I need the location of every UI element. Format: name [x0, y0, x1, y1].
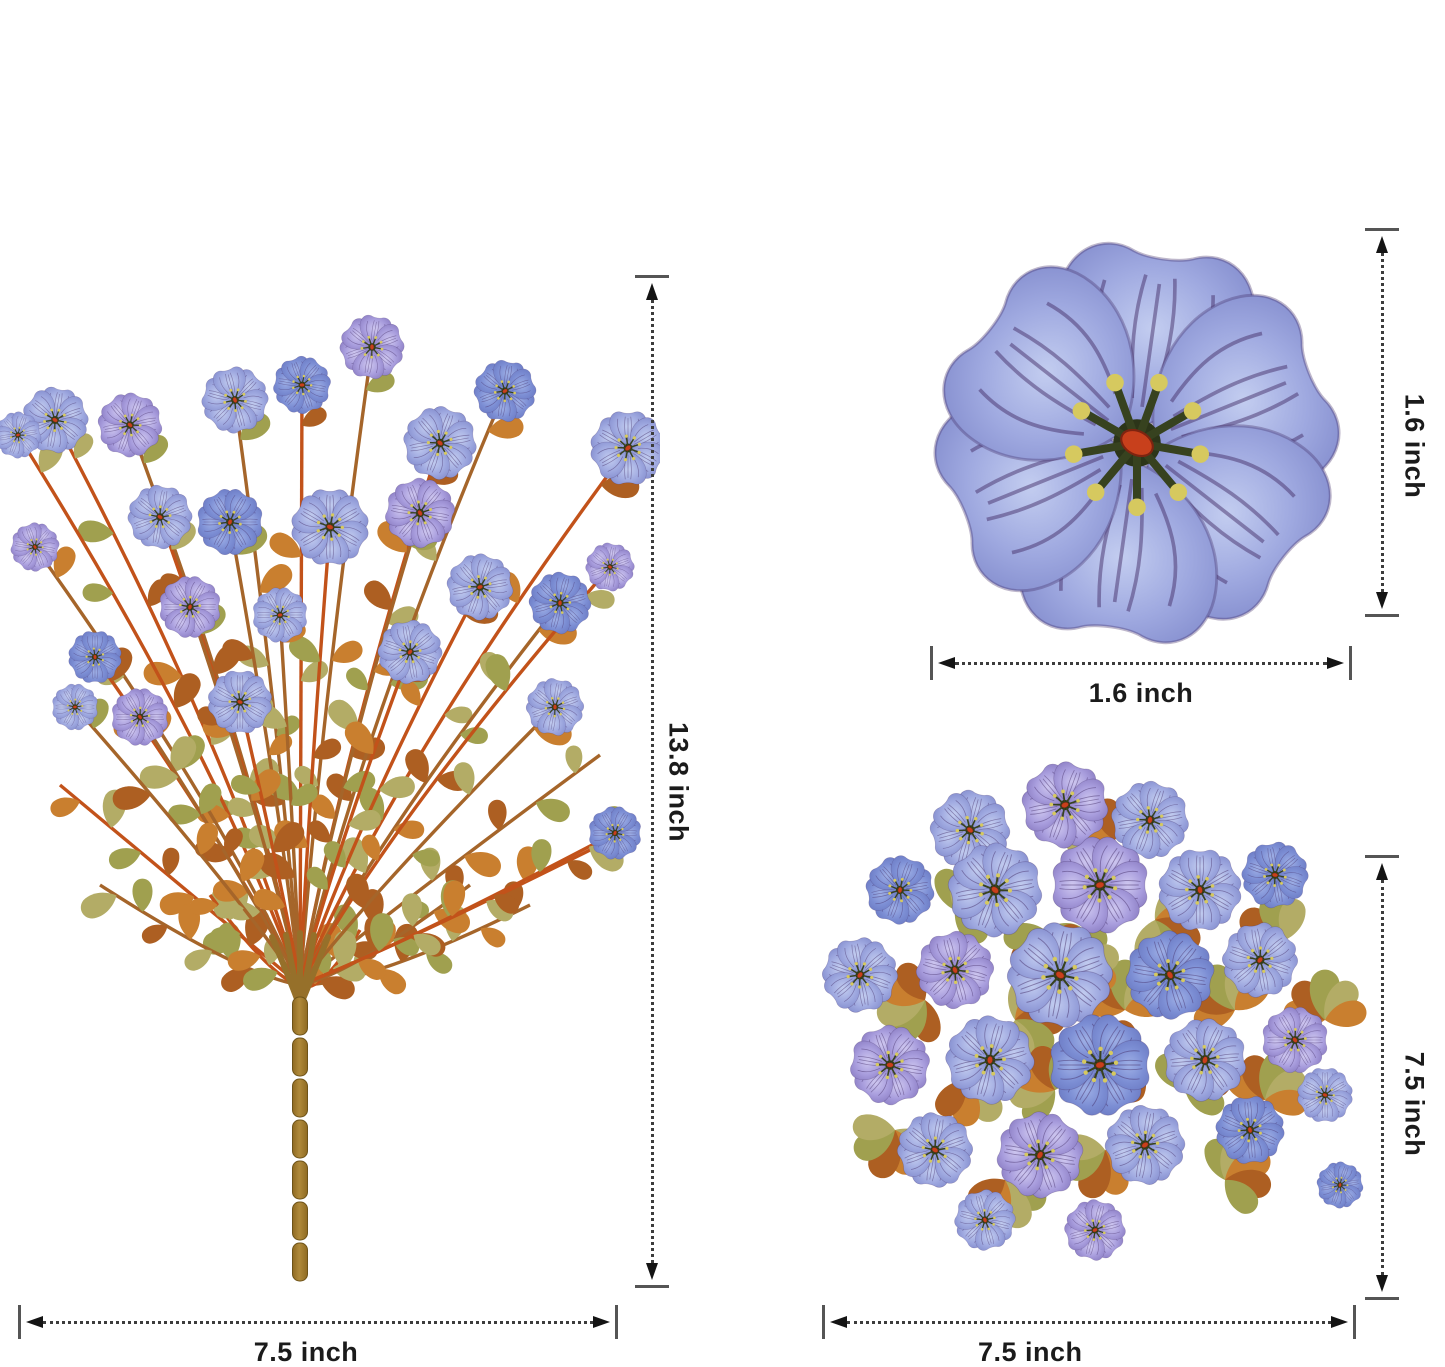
dim-label: 7.5 inch: [253, 1337, 359, 1367]
arrow-left-icon: [830, 1316, 847, 1328]
arrow-right-icon: [1331, 1316, 1348, 1328]
dim-cap: [1365, 855, 1399, 858]
dim-label: 1.6 inch: [1088, 678, 1194, 708]
dim-cap: [1365, 614, 1399, 617]
arrow-down-icon: [1376, 1275, 1388, 1292]
arrow-up-icon: [1376, 236, 1388, 253]
dim-cap: [1353, 1305, 1356, 1339]
dim-cap: [930, 646, 933, 680]
dim-cap: [822, 1305, 825, 1339]
arrow-up-icon: [1376, 863, 1388, 880]
arrow-left-icon: [938, 657, 955, 669]
bouquet-top-view-image: [805, 760, 1370, 1305]
dim-dotted-line: [1380, 880, 1384, 1275]
dim-cap: [1365, 1297, 1399, 1300]
arrow-right-icon: [1327, 657, 1344, 669]
arrow-right-icon: [593, 1316, 610, 1328]
dim-cap: [1365, 228, 1399, 231]
dim-label: 7.5 inch: [1399, 1051, 1430, 1157]
dim-dotted-line: [847, 1320, 1331, 1324]
dim-dotted-line: [955, 661, 1327, 665]
dim-label: 1.6 inch: [1399, 393, 1430, 499]
dim-dotted-line: [43, 1320, 593, 1324]
dim-cap: [615, 1305, 618, 1339]
dim-cap: [1349, 646, 1352, 680]
arrow-left-icon: [26, 1316, 43, 1328]
dim-dotted-line: [1380, 253, 1384, 592]
dim-dotted-line: [650, 300, 654, 1263]
arrow-down-icon: [1376, 592, 1388, 609]
dim-label: 7.5 inch: [977, 1337, 1083, 1367]
dim-cap: [18, 1305, 21, 1339]
bouquet-front-view-image: [0, 285, 660, 1282]
single-flower-closeup-image: [915, 225, 1355, 675]
arrow-down-icon: [646, 1263, 658, 1280]
dim-label: 13.8 inch: [663, 721, 694, 842]
dim-cap: [635, 275, 669, 278]
arrow-up-icon: [646, 283, 658, 300]
dim-cap: [635, 1285, 669, 1288]
